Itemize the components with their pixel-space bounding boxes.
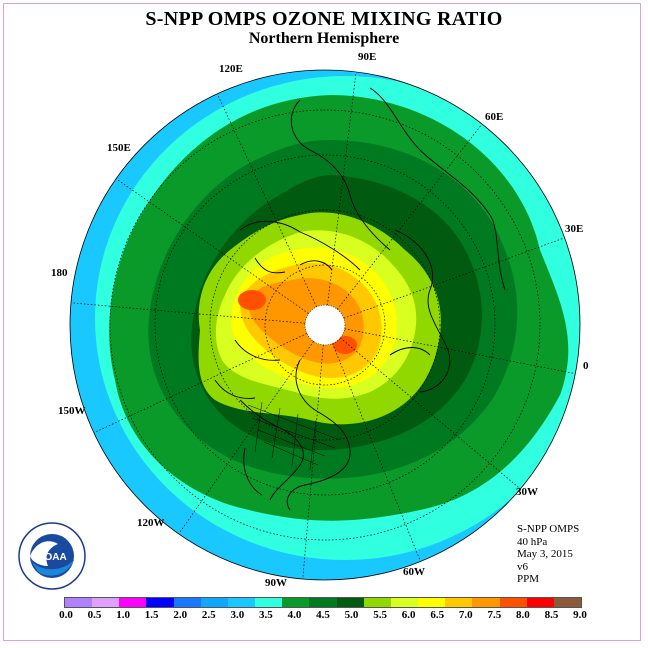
meridian-line	[93, 333, 308, 434]
lon-label-120w: 120W	[137, 517, 165, 529]
lon-label-150w: 150W	[58, 405, 86, 417]
meridian-line	[343, 237, 565, 319]
image-frame	[3, 3, 641, 641]
legend-tick-label: 6.0	[401, 609, 416, 621]
lon-label-0: 0	[583, 360, 589, 372]
legend-swatch	[282, 598, 310, 607]
coastlines	[214, 87, 506, 511]
meridian-line	[70, 302, 306, 324]
legend-swatch	[173, 598, 201, 607]
ozone-contour-8.0-b	[333, 336, 357, 354]
legend-swatch	[390, 598, 419, 607]
legend-tick-label: 1.5	[144, 609, 159, 621]
info-version: v6	[517, 560, 528, 573]
legend-swatch	[553, 598, 581, 607]
meridian-line	[344, 328, 576, 374]
legend-tick-label: 2.0	[173, 609, 188, 621]
legend-swatch	[336, 598, 364, 607]
map-subtitle: Northern Hemisphere	[248, 30, 400, 47]
meridian-line	[302, 344, 324, 580]
legend-tick-label: 4.5	[316, 609, 330, 621]
legend-swatch	[92, 598, 120, 607]
lon-label-180: 180	[51, 267, 68, 279]
legend-swatch	[119, 598, 147, 607]
svg-text:NOAA: NOAA	[37, 552, 66, 563]
legend-swatch	[418, 598, 446, 607]
color-legend-ticks: 0.0 0.5 1.0 1.5 2.0 2.5 3.0 3.5 4.0 4.5 5.0 5.5 6.0 6…	[0, 609, 648, 623]
legend-tick-label: 5.0	[344, 609, 359, 621]
latitude-grid	[109, 109, 541, 541]
lon-label-60e: 60E	[485, 111, 504, 123]
info-pressure: 40 hPa	[517, 535, 548, 548]
legend-tick-label: 6.5	[430, 609, 445, 621]
legend-tick-label: 1.0	[116, 609, 130, 621]
legend-tick-label: 7.5	[487, 609, 502, 621]
meridian-line	[327, 71, 357, 306]
political-boundaries	[247, 401, 341, 471]
legend-tick-label: 0.5	[87, 609, 102, 621]
legend-tick-label: 0.0	[59, 609, 73, 621]
legend-swatch	[65, 598, 93, 607]
noaa-logo: NOAA	[18, 522, 86, 590]
lon-label-90e: 90E	[358, 51, 377, 63]
lon-label-60w: 60W	[403, 566, 425, 578]
info-units: PPM	[517, 573, 540, 585]
meridian-line	[216, 93, 317, 308]
legend-tick-label: 8.0	[516, 609, 530, 621]
legend-swatch	[499, 598, 527, 607]
lon-label-30w: 30W	[516, 486, 538, 498]
longitude-grid	[70, 71, 576, 580]
info-instrument: S-NPP OMPS	[517, 523, 580, 535]
meridian-line	[337, 123, 483, 310]
lon-label-150e: 150E	[107, 142, 131, 154]
legend-swatch	[445, 598, 473, 607]
polar-no-data-hole	[304, 304, 346, 346]
legend-swatch	[146, 598, 174, 607]
legend-tick-label: 3.5	[259, 609, 273, 621]
color-legend-bar	[64, 597, 582, 608]
legend-tick-label: 9.0	[573, 609, 587, 621]
info-date: May 3, 2015	[517, 548, 573, 560]
info-block: S-NPP OMPS 40 hPa May 3, 2015 v6 PPM	[517, 523, 579, 586]
legend-tick-label: 2.5	[201, 609, 216, 621]
legend-swatch	[227, 598, 256, 607]
meridian-line	[332, 343, 421, 562]
legend-swatch	[255, 598, 283, 607]
legend-tick-label: 8.5	[544, 609, 559, 621]
legend-tick-label: 3.0	[230, 609, 245, 621]
legend-swatch	[526, 598, 554, 607]
legend-swatch	[363, 598, 391, 607]
meridian-line	[178, 341, 314, 535]
legend-swatch	[472, 598, 500, 607]
ozone-contour-8.0	[238, 290, 266, 310]
legend-swatch	[200, 598, 228, 607]
meridian-line	[115, 178, 309, 314]
legend-tick-label: 7.0	[458, 609, 473, 621]
legend-tick-label: 4.0	[287, 609, 302, 621]
lon-label-90w: 90W	[265, 577, 287, 589]
map-outline	[69, 69, 581, 581]
map-title: S-NPP OMPS OZONE MIXING RATIO	[145, 8, 503, 30]
legend-tick-label: 5.5	[373, 609, 387, 621]
lon-label-120e: 120E	[219, 63, 243, 75]
legend-swatch	[309, 598, 337, 607]
meridian-line	[340, 337, 521, 490]
lon-label-30e: 30E	[565, 223, 584, 235]
